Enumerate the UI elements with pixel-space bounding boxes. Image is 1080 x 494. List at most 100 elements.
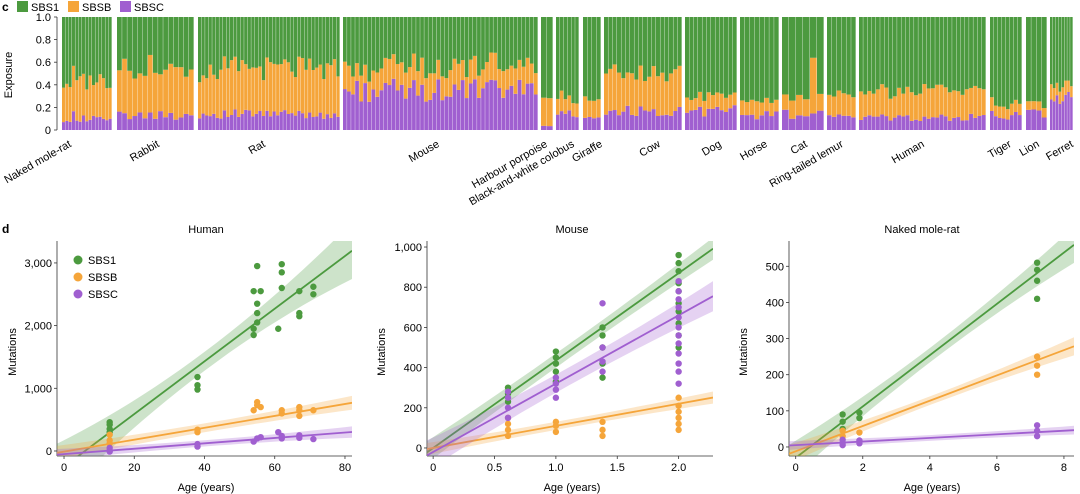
data-point-sbs1 [675,251,682,259]
bar-sbsb [759,102,765,116]
data-point-sbsc [106,444,113,452]
bar-sbsc [617,115,621,130]
bar-sbsb [244,64,248,110]
bar-sbsb [521,66,526,95]
bar-sbs1 [947,17,952,93]
bar-sbsb [567,95,571,111]
bar-sbsb [432,73,437,93]
bar-sbs1 [375,17,380,73]
bar-sbsb [596,99,601,118]
bar-sbsc [774,111,779,130]
c-label-dog: Dog [700,138,723,158]
bar-sbs1 [92,17,95,86]
bar-sbs1 [998,17,1002,107]
bar-sbsc [215,117,219,130]
c-ytick-5: 1.0 [36,12,51,24]
bar-sbsb [468,59,473,84]
bar-sbs1 [237,17,241,72]
data-point-sbs1 [106,418,113,426]
data-point-sbsc [675,324,682,331]
data-point-sbs1 [1033,259,1041,266]
bar-sbsb [513,68,518,94]
bar-sbsb [379,68,384,91]
bar-sbsc [132,116,138,130]
data-point-sbsc [504,404,512,411]
bar-sbsb [867,90,872,116]
bar-sbs1 [336,17,340,77]
bar-sbsb [1041,108,1047,118]
data-point-sbsc [194,440,201,448]
bar-sbsb [127,70,133,120]
bar-sbsb [219,69,223,119]
bar-sbs1 [383,17,388,58]
bar-sbs1 [420,17,424,58]
bar-sbsb [416,71,420,96]
regression-line-sbsc [57,431,352,456]
points-sbsc [839,422,1041,449]
bar-sbsc [147,112,153,130]
bar-sbs1 [1070,17,1073,87]
nmr-xtick-1: 2 [860,462,866,474]
bar-sbsb [1064,80,1067,95]
bar-sbs1 [764,17,769,98]
bar-sbs1 [740,17,745,101]
bar-sbs1 [452,17,457,59]
nmr-y-axis-label: Mutations [738,328,750,376]
bar-group-giraffe [583,17,601,130]
mouse-y-ticks: 0 200 400 600 800 1,000 [394,242,422,455]
bar-sbsb [329,65,333,118]
bar-sbs1 [608,17,613,69]
bar-sbsb [311,70,315,117]
c-y-axis-label: Exposure [3,52,15,98]
bar-sbs1 [782,17,789,95]
bar-sbsc [1070,97,1073,130]
bar-sbsb [810,57,817,114]
ci-band-sbsc [427,281,713,456]
bar-sbs1 [964,17,969,90]
bar-sbsc [297,110,301,130]
c-bars [62,17,1073,130]
bar-sbsb [399,62,404,85]
bar-sbsb [408,67,412,88]
bar-sbs1 [1002,17,1006,107]
bar-sbsb [290,71,294,114]
bar-sbs1 [541,17,547,98]
data-point-sbsc [1033,427,1041,434]
bar-sbs1 [460,17,465,61]
mouse-ytick-1: 200 [404,403,422,415]
bar-sbsc [142,118,148,130]
data-point-sbsb [675,408,682,415]
bar-sbsb [1006,109,1010,120]
data-point-sbsb [106,437,113,444]
bar-sbs1 [215,17,219,80]
bar-sbsc [563,113,568,130]
bar-sbsb [875,89,880,117]
bar-sbsb [880,84,885,115]
bar-sbs1 [884,17,889,88]
bar-sbsb [740,100,745,115]
bar-sbsb [547,98,553,127]
bar-sbsc [208,116,212,130]
human-ytick-0: 0 [46,446,52,458]
bar-sbsb [647,76,652,112]
bar-sbsb [208,64,212,117]
bar-sbsb [990,97,994,111]
bar-sbs1 [939,17,944,85]
bar-sbsc [432,92,437,130]
bar-sbsc [122,113,127,130]
human-y-axis-label: Mutations [7,328,19,376]
legend-d-label-sbsb: SBSB [88,272,117,284]
bar-sbsc [810,113,817,130]
bar-sbs1 [371,17,376,71]
bar-sbsc [493,80,498,130]
data-point-sbs1 [675,259,682,267]
bar-sbsb [698,91,702,107]
data-point-sbsc [504,414,512,422]
bar-sbsb [634,79,639,116]
bar-sbsc [513,93,518,130]
bar-sbsb [102,78,105,119]
bar-group-harbour-porpoise [541,17,553,130]
bar-sbsc [863,116,868,130]
bar-sbsb [261,80,266,116]
